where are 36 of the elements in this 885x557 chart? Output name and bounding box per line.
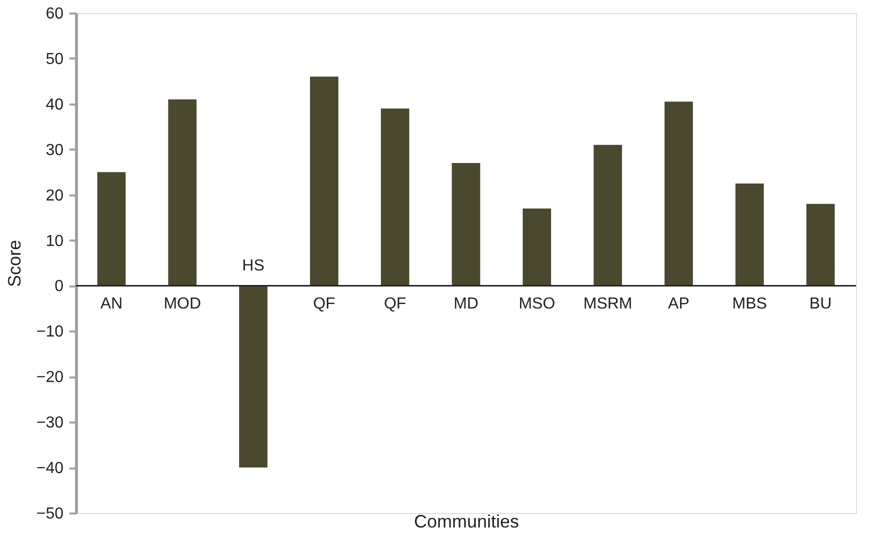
y-tick-label: −30	[36, 414, 64, 432]
x-tick-label: MOD	[164, 296, 202, 313]
y-tick-label: 50	[46, 50, 64, 68]
x-tick-label: QF	[313, 296, 336, 313]
bar	[380, 108, 410, 286]
y-tick-label: −20	[36, 369, 64, 386]
y-tick-label: 20	[46, 187, 64, 204]
x-tick-label: MBS	[732, 296, 767, 313]
y-tick-label: −50	[36, 506, 64, 522]
y-tick-label: −10	[36, 324, 64, 341]
x-axis-title: Communities	[414, 512, 520, 532]
bar	[664, 102, 693, 286]
bar	[168, 99, 197, 286]
bar	[239, 286, 268, 468]
x-tick-label: QF	[384, 296, 406, 313]
x-tick-label: BU	[809, 296, 832, 313]
bar	[310, 76, 338, 286]
x-tick-label: AN	[100, 296, 123, 313]
bar	[735, 183, 764, 286]
x-tick-label: HS	[242, 258, 264, 275]
bar	[522, 208, 552, 286]
y-tick-label: 10	[46, 232, 64, 250]
bar	[806, 204, 835, 286]
bar	[594, 144, 622, 286]
bar	[97, 172, 126, 286]
x-tick-label: MSRM	[583, 296, 632, 313]
x-tick-label: AP	[668, 296, 690, 313]
x-tick-label: MD	[454, 296, 478, 313]
y-tick-label: 0	[54, 278, 64, 296]
y-axis-title: Score	[4, 240, 24, 288]
y-tick-label: 60	[46, 6, 64, 22]
y-tick-label: 40	[46, 96, 64, 114]
y-tick-label: −40	[36, 460, 64, 478]
y-tick-label: 30	[46, 142, 64, 159]
x-tick-label: MSO	[518, 296, 556, 313]
bar	[452, 163, 480, 286]
